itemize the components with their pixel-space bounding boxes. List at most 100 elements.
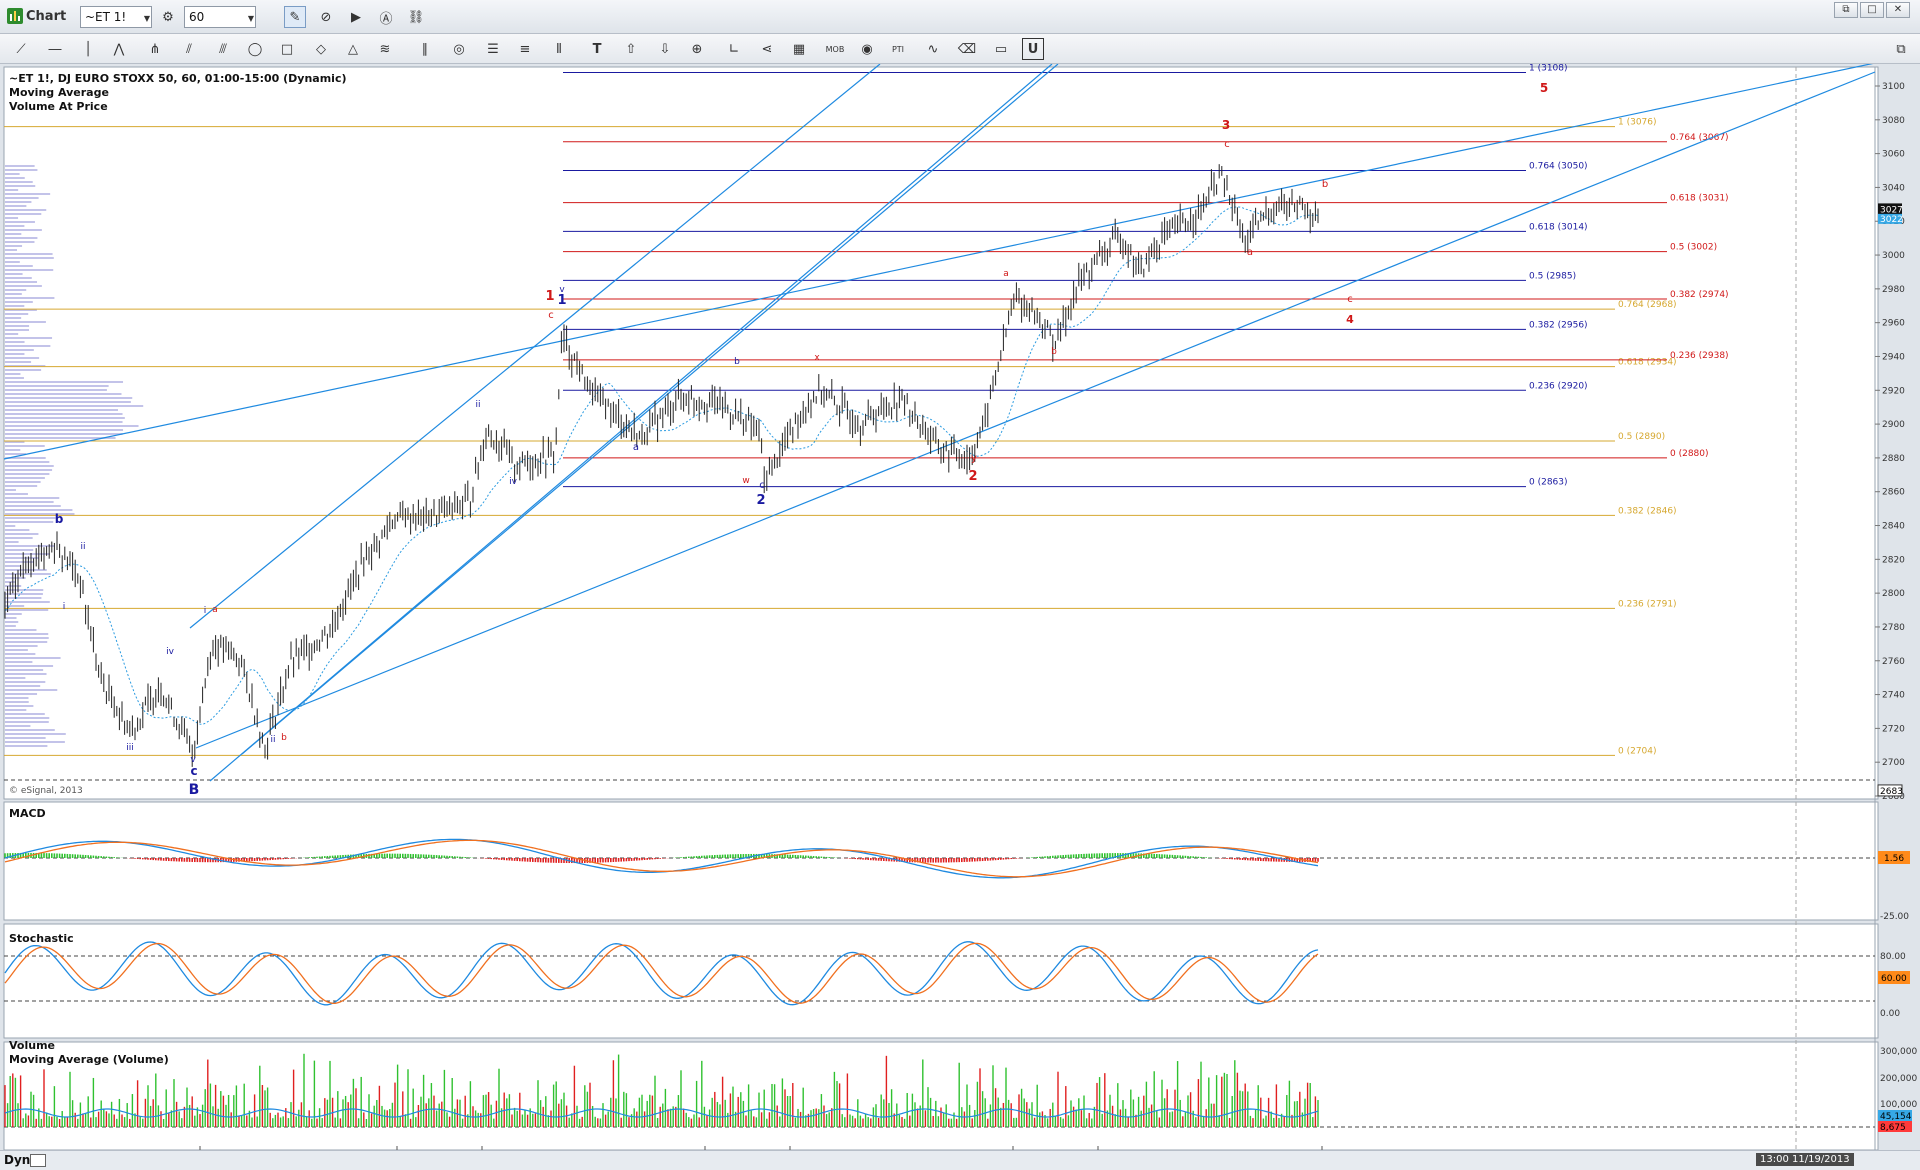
- magnet-icon[interactable]: U: [1022, 38, 1044, 60]
- vap-bar: [5, 305, 25, 307]
- stochastic-lines: [4, 941, 1319, 1006]
- mode-toggle-icon[interactable]: [30, 1154, 46, 1167]
- gann-icon[interactable]: ∟: [728, 41, 740, 57]
- vap-bar: [5, 661, 33, 663]
- line-tool-icon[interactable]: ⟋: [16, 41, 26, 57]
- parallel-lines-icon[interactable]: ∥: [421, 41, 429, 57]
- fibonacci-icon[interactable]: ☰: [487, 41, 499, 57]
- vap-bar: [5, 637, 49, 639]
- symbol-dropdown-icon[interactable]: ▼: [143, 13, 151, 23]
- wave-label: c: [759, 480, 765, 491]
- vap-bar: [5, 605, 25, 607]
- alert-icon[interactable]: Ⓐ: [379, 11, 393, 27]
- vap-bar: [5, 725, 31, 727]
- text-tool-icon[interactable]: T: [592, 41, 602, 57]
- vap-bar: [5, 729, 55, 731]
- wave-label: w: [742, 476, 749, 486]
- marker-icon[interactable]: ⊕: [691, 41, 703, 57]
- fib-red-label: 0 (2880): [1670, 449, 1709, 459]
- price-tick-label: 2940: [1882, 352, 1905, 362]
- pti-icon[interactable]: PTI: [891, 44, 905, 54]
- restore-button[interactable]: ⧉: [1834, 2, 1858, 18]
- wave-label: c: [1224, 139, 1230, 150]
- chart-area[interactable]: 1 (3076) 0.764 (2968) 0.618 (2934) 0.5 (289…: [0, 64, 1920, 1150]
- chart-header-line-3: Volume At Price: [9, 100, 108, 113]
- price-tick-label: 2960: [1882, 319, 1905, 329]
- wave-label: ii: [270, 735, 275, 745]
- channel-icon[interactable]: ⫻: [219, 41, 227, 57]
- price-tick-label: 3060: [1882, 150, 1905, 160]
- vap-bar: [5, 225, 25, 227]
- wave-icon[interactable]: ∿: [927, 41, 939, 57]
- arrow-up-icon[interactable]: ⇧: [625, 41, 637, 57]
- vap-bar: [5, 461, 50, 463]
- interval-input[interactable]: 60: [184, 6, 256, 28]
- grid-icon[interactable]: ▦: [792, 41, 806, 57]
- macd-tick: -25.00: [1880, 912, 1909, 922]
- vap-bar: [5, 601, 50, 603]
- stochastic-pane[interactable]: [3, 923, 1879, 1039]
- link-icon[interactable]: ⊘: [320, 9, 332, 25]
- vertical-line-icon[interactable]: │: [84, 41, 92, 57]
- vap-bar: [5, 357, 40, 359]
- eraser-tool-icon[interactable]: ⌫: [957, 41, 977, 57]
- vap-bar: [5, 405, 144, 407]
- time-axis[interactable]: Sep111626Oct111628: [192, 1146, 1328, 1150]
- fib-extension-icon[interactable]: ≡: [519, 41, 531, 57]
- dynamic-mode-button[interactable]: Dyn: [4, 1153, 31, 1167]
- ellipse-icon[interactable]: ◯: [247, 41, 263, 57]
- stochastic-tick-0: 0.00: [1880, 1009, 1900, 1019]
- mob-icon[interactable]: MOB: [825, 44, 845, 54]
- fib-gold-label: 0.764 (2968): [1618, 300, 1677, 310]
- vap-bar: [5, 689, 58, 691]
- vap-bar: [5, 701, 29, 703]
- fib-red-label: 0.236 (2938): [1670, 351, 1729, 361]
- symbol-input[interactable]: ~ET 1!: [80, 6, 152, 28]
- vap-bar: [5, 321, 46, 323]
- chain-icon[interactable]: ⛓: [407, 9, 425, 25]
- vap-bar: [5, 485, 38, 487]
- close-button[interactable]: ✕: [1886, 2, 1910, 18]
- vap-bar: [5, 613, 22, 615]
- price-tick-label: 2800: [1882, 589, 1905, 599]
- maximize-button[interactable]: □: [1860, 2, 1884, 18]
- vap-bar: [5, 705, 34, 707]
- fan-icon[interactable]: ⫽: [186, 41, 192, 57]
- chat-icon[interactable]: ▭: [994, 41, 1008, 57]
- rectangle-icon[interactable]: □: [280, 41, 294, 57]
- detach-icon[interactable]: ⧉: [1896, 41, 1906, 57]
- fib-time-icon[interactable]: ⦀: [556, 41, 562, 57]
- triangle-icon[interactable]: △: [348, 41, 358, 57]
- wave-label: i: [204, 606, 207, 616]
- wave-label: 5: [1540, 81, 1548, 95]
- vap-bar: [5, 629, 37, 631]
- wave-label: ii: [475, 400, 480, 410]
- arrow-down-icon[interactable]: ⇩: [659, 41, 671, 57]
- cycle-icon[interactable]: ◎: [453, 41, 465, 57]
- interval-settings-icon[interactable]: ⚙: [162, 9, 174, 25]
- play-icon[interactable]: ▶: [351, 9, 361, 25]
- regression-icon[interactable]: ≋: [379, 41, 391, 57]
- vap-bar: [5, 481, 41, 483]
- interval-dropdown-icon[interactable]: ▼: [247, 13, 255, 23]
- wave-label: b: [281, 733, 287, 743]
- speed-lines-icon[interactable]: ⋖: [761, 41, 773, 57]
- ellipse-arc-icon[interactable]: ◉: [861, 41, 873, 57]
- horizontal-line-icon[interactable]: ―: [48, 41, 62, 57]
- volume-pane[interactable]: [3, 1041, 1879, 1150]
- volume-bars: [4, 1053, 1319, 1127]
- vap-bar: [5, 193, 51, 195]
- wave-label: i: [63, 602, 66, 612]
- vap-bar: [5, 253, 53, 255]
- eraser-icon[interactable]: ◇: [316, 41, 326, 57]
- copyright-text: © eSignal, 2013: [9, 786, 83, 796]
- pitchfork-icon[interactable]: ⋔: [149, 41, 161, 57]
- draw-mode-icon[interactable]: ✎: [284, 6, 306, 28]
- wave-label: c: [190, 764, 197, 778]
- price-axis[interactable]: 3100308030603040302030002980296029402920…: [1875, 82, 1905, 802]
- price-tick-label: 2980: [1882, 285, 1905, 295]
- polyline-icon[interactable]: ⋀: [113, 41, 125, 57]
- price-pane[interactable]: [3, 66, 1879, 800]
- fib-gold-label: 0.236 (2791): [1618, 599, 1677, 609]
- fib-blue-label: 0.618 (3014): [1529, 222, 1588, 232]
